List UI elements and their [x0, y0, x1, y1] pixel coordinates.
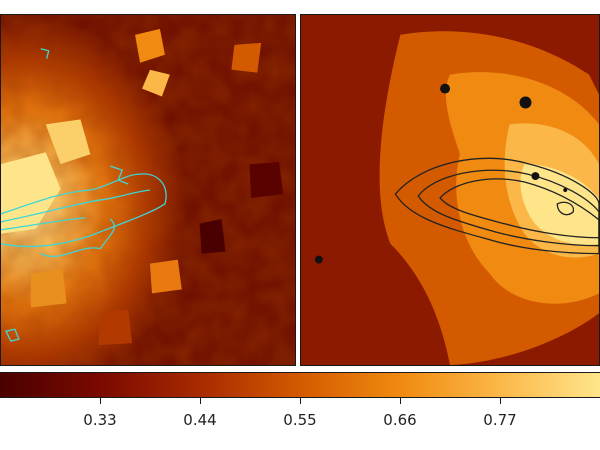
colorbar: [0, 372, 600, 398]
contour-line: [394, 157, 599, 255]
cell: [142, 69, 170, 97]
contour-line: [1, 189, 151, 223]
panel-divider: [296, 14, 300, 366]
contour-line: [1, 173, 167, 248]
colorbar-tick: [200, 398, 201, 404]
contour-line: [417, 169, 599, 247]
colorbar-tick: [400, 398, 401, 404]
colorbar-tick: [100, 398, 101, 404]
colorbar-tick-label: 0.66: [383, 411, 417, 429]
cell: [1, 152, 61, 234]
point-source: [314, 255, 323, 264]
contour-line: [40, 48, 50, 59]
cell: [231, 42, 262, 73]
right-map-image: [301, 15, 599, 365]
contour-line: [40, 218, 115, 258]
contour-line: [5, 328, 20, 342]
contour-line: [439, 178, 599, 239]
colorbar-tick-label: 0.33: [83, 411, 117, 429]
cell: [30, 269, 67, 308]
colorbar-tick: [500, 398, 501, 404]
cell: [199, 218, 226, 254]
left-map-image: [1, 15, 295, 365]
left-map-panel: [0, 14, 296, 366]
colorbar-tick-label: 0.55: [283, 411, 317, 429]
contour-line: [556, 201, 575, 216]
point-source: [563, 188, 568, 192]
cell: [249, 162, 284, 198]
point-source: [531, 172, 540, 181]
contour-line: [110, 165, 129, 185]
right-map-panel: [300, 14, 600, 366]
point-sources: [314, 83, 568, 264]
cell: [135, 28, 165, 63]
cell: [98, 309, 133, 346]
colorbar-tick-label: 0.44: [183, 411, 217, 429]
cell: [149, 259, 182, 294]
point-source: [519, 96, 532, 109]
cyan-contours: [1, 48, 167, 342]
cell: [45, 119, 91, 165]
colorbar-tick-label: 0.77: [483, 411, 517, 429]
colorbar-tick: [300, 398, 301, 404]
point-source: [440, 83, 450, 94]
contour-line: [1, 217, 86, 231]
black-contours: [394, 157, 599, 255]
voronoi-cells: [1, 28, 284, 346]
